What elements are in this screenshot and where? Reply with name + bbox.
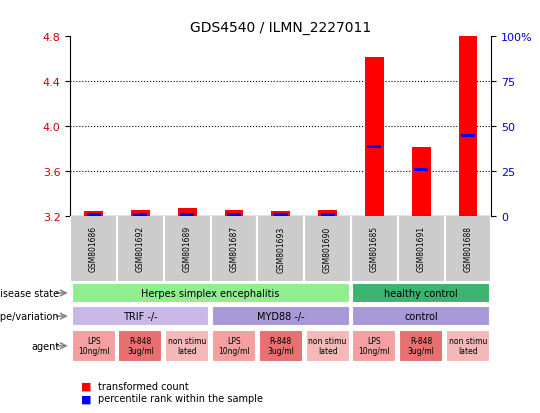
Text: percentile rank within the sample: percentile rank within the sample — [98, 393, 264, 403]
Bar — [227, 213, 241, 216]
Bar — [180, 213, 194, 216]
Text: GSM801687: GSM801687 — [230, 226, 239, 272]
Bar — [272, 211, 290, 217]
Bar — [461, 134, 475, 138]
Bar — [225, 210, 244, 217]
Bar — [118, 330, 163, 362]
Title: GDS4540 / ILMN_2227011: GDS4540 / ILMN_2227011 — [190, 21, 372, 35]
Bar — [72, 330, 116, 362]
Bar — [212, 306, 349, 326]
Text: LPS
10ng/ml: LPS 10ng/ml — [359, 336, 390, 356]
Text: disease state: disease state — [0, 288, 59, 298]
Text: GSM801692: GSM801692 — [136, 226, 145, 272]
Bar — [86, 213, 100, 216]
Bar — [131, 210, 150, 217]
Bar — [259, 330, 303, 362]
Bar — [412, 147, 430, 217]
Text: LPS
10ng/ml: LPS 10ng/ml — [218, 336, 250, 356]
Bar — [165, 330, 209, 362]
Text: GSM801686: GSM801686 — [89, 226, 98, 272]
Text: TRIF -/-: TRIF -/- — [123, 311, 158, 321]
Bar — [367, 146, 381, 149]
Bar — [133, 213, 147, 216]
Bar — [72, 283, 349, 303]
Text: non stimu
lated: non stimu lated — [308, 336, 347, 356]
Text: GSM801689: GSM801689 — [183, 226, 192, 272]
Text: GSM801693: GSM801693 — [276, 226, 285, 272]
Text: LPS
10ng/ml: LPS 10ng/ml — [78, 336, 110, 356]
Bar — [365, 57, 384, 217]
Text: R-848
3ug/ml: R-848 3ug/ml — [408, 336, 435, 356]
Bar — [306, 330, 349, 362]
Bar — [446, 330, 490, 362]
Text: MYD88 -/-: MYD88 -/- — [257, 311, 305, 321]
Bar — [318, 210, 337, 217]
Text: transformed count: transformed count — [98, 381, 189, 391]
Bar — [399, 330, 443, 362]
Text: GSM801688: GSM801688 — [463, 226, 472, 272]
Text: Herpes simplex encephalitis: Herpes simplex encephalitis — [141, 288, 280, 298]
Bar — [212, 330, 256, 362]
Text: ■: ■ — [81, 393, 91, 403]
Text: non stimu
lated: non stimu lated — [449, 336, 487, 356]
Text: healthy control: healthy control — [384, 288, 458, 298]
Bar — [414, 168, 428, 171]
Bar — [458, 37, 477, 217]
Bar — [84, 211, 103, 217]
Text: control: control — [404, 311, 438, 321]
Bar — [178, 209, 197, 217]
Text: agent: agent — [31, 341, 59, 351]
Text: R-848
3ug/ml: R-848 3ug/ml — [127, 336, 154, 356]
Text: non stimu
lated: non stimu lated — [168, 336, 206, 356]
Text: R-848
3ug/ml: R-848 3ug/ml — [267, 336, 294, 356]
Text: GSM801690: GSM801690 — [323, 226, 332, 272]
Bar — [321, 213, 335, 216]
Text: GSM801691: GSM801691 — [417, 226, 426, 272]
Bar — [274, 213, 288, 216]
Text: ■: ■ — [81, 381, 91, 391]
Bar — [72, 306, 209, 326]
Bar — [353, 306, 490, 326]
Text: GSM801685: GSM801685 — [370, 226, 379, 272]
Text: genotype/variation: genotype/variation — [0, 311, 59, 321]
Bar — [353, 330, 396, 362]
Bar — [353, 283, 490, 303]
